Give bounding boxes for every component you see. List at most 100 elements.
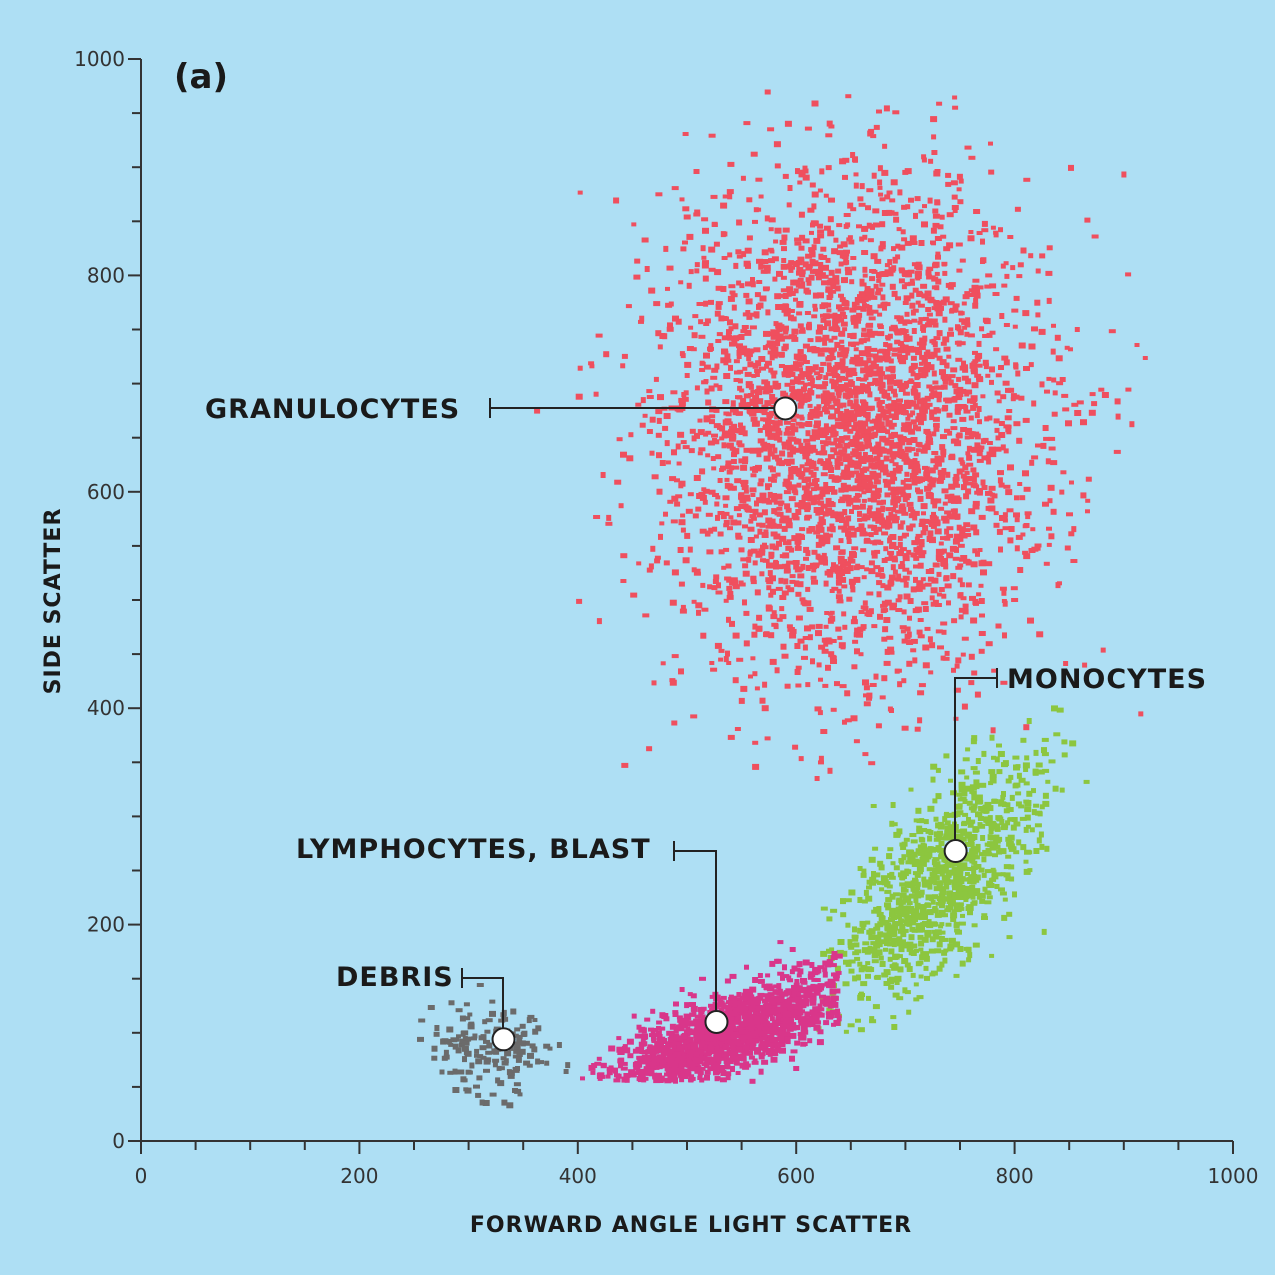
data-point [746,355,752,362]
data-point [962,475,969,482]
data-point [923,469,930,476]
data-point [814,272,821,276]
data-point [828,486,835,492]
data-point [847,525,855,531]
data-point [968,837,975,842]
data-point [741,402,749,407]
data-point [956,468,963,475]
data-point [703,322,710,326]
data-point [904,402,912,409]
data-point [867,405,875,411]
data-point [1003,872,1011,878]
data-point [919,406,926,412]
data-point [793,288,799,294]
data-point [944,820,951,826]
data-point [896,940,903,947]
data-point [985,455,991,461]
data-point [950,573,957,580]
data-point [717,478,723,483]
data-point [940,384,948,390]
data-point [782,227,790,233]
data-point [873,879,879,884]
data-point [894,981,900,985]
data-point [898,386,906,392]
data-point [867,475,874,479]
data-point [953,941,961,948]
data-point [830,432,838,438]
data-point [831,586,839,591]
data-point [756,614,763,621]
data-point [906,399,914,404]
data-point [674,501,681,507]
data-point [784,427,790,433]
data-point [997,751,1005,757]
data-point [957,946,964,952]
data-point [856,974,861,981]
data-point [865,353,873,358]
data-point [844,306,850,311]
data-point [916,580,924,585]
data-point [758,194,764,199]
data-point [946,533,954,538]
data-point [748,393,754,397]
data-point [768,258,775,264]
data-point [914,273,922,279]
data-point [654,555,661,560]
data-point [726,442,734,449]
data-point [830,566,837,572]
data-point [1000,872,1006,877]
data-point [869,881,877,886]
data-point [679,987,685,992]
data-point [943,557,948,564]
data-point [929,321,937,326]
data-point [717,424,722,430]
data-point [792,560,800,565]
data-point [911,328,917,334]
data-point [810,471,817,478]
data-point [854,451,862,456]
data-point [796,973,802,978]
data-point [918,974,924,979]
data-point [794,237,802,242]
data-point [947,947,954,952]
data-point [768,367,774,373]
data-point [982,886,988,892]
data-point [759,571,765,577]
data-point [819,450,826,456]
data-point [749,466,755,471]
data-point [922,644,930,651]
data-point [971,794,979,801]
data-point [957,329,964,336]
data-point [904,282,911,287]
data-point [953,483,960,488]
data-point [769,518,776,524]
data-point [865,416,871,422]
data-point [959,557,966,562]
data-point [913,818,921,823]
data-point [897,594,903,600]
data-point [797,361,804,366]
data-point [883,481,891,488]
data-point [861,420,869,427]
data-point [815,511,821,516]
data-point [988,829,994,835]
data-point [844,464,850,471]
data-point [861,947,869,954]
data-point [974,874,981,881]
data-point [646,395,654,399]
data-point [994,756,1000,763]
data-point [868,128,875,134]
data-point [815,553,821,560]
data-point [894,545,899,550]
data-point [723,547,730,552]
data-point [764,400,772,407]
data-point [834,681,840,687]
data-point [903,344,909,350]
data-point [1042,800,1050,807]
data-point [886,635,894,640]
data-point [837,411,844,417]
data-point [805,430,811,437]
data-point [902,567,910,572]
data-point [926,852,933,858]
data-point [758,356,766,362]
